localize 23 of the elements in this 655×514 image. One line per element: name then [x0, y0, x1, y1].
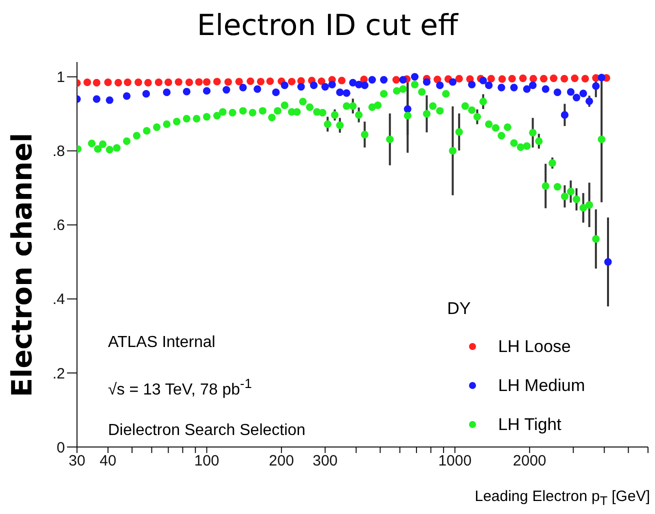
legend-label: LH Loose	[498, 336, 571, 356]
x-tick-label: 100	[194, 452, 220, 470]
x-tick-label: 2000	[512, 452, 546, 470]
legend-label: LH Tight	[498, 414, 562, 434]
x-axis-title: Leading Electron p$_{T}$ [GeV]	[474, 488, 650, 508]
legend-label: LH Medium	[498, 376, 585, 396]
y-tick-label: 0	[56, 439, 65, 456]
x-tick-label: 1000	[438, 452, 472, 470]
x-tick-label: 200	[268, 452, 294, 470]
y-tick-label: 1	[56, 69, 65, 86]
y-axis-title: Electron channel	[6, 132, 38, 398]
legend-title: DY	[447, 299, 472, 319]
x-tick-label: 40	[100, 452, 116, 470]
annotation: √s = 13 TeV, 78 pb$^{-1}$	[108, 375, 253, 400]
x-tick-label: 30	[68, 452, 86, 470]
y-tick-label: .4	[52, 291, 65, 308]
y-tick-label: .8	[52, 143, 65, 160]
y-tick-label: .6	[52, 217, 65, 234]
annotation: Dielectron Search Selection	[108, 421, 306, 442]
y-tick-label: .2	[52, 365, 65, 382]
annotation: ATLAS Internal	[108, 333, 216, 353]
x-tick-label: 300	[312, 452, 338, 470]
chart-title: Electron ID cut eff	[196, 8, 460, 42]
